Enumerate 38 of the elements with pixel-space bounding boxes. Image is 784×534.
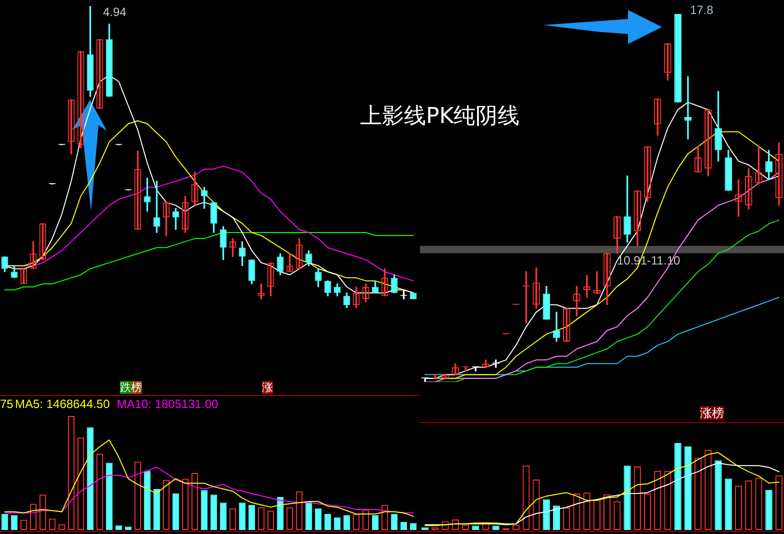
bar <box>144 470 151 530</box>
bar <box>724 478 732 530</box>
annotation: 4.94 <box>103 5 126 19</box>
bar <box>305 502 312 530</box>
bar <box>714 460 722 530</box>
bar <box>1 514 8 530</box>
text: 跌榜 <box>120 381 142 394</box>
bar <box>220 502 227 530</box>
bar <box>674 443 682 530</box>
bar <box>248 504 256 530</box>
text: 涨 <box>262 381 273 394</box>
text: MA10: 1805131.00 <box>116 397 218 411</box>
bar <box>153 488 160 530</box>
bar <box>172 494 180 530</box>
bar <box>276 496 284 530</box>
bar <box>106 462 113 530</box>
candlestick <box>552 312 560 342</box>
bar <box>765 490 772 530</box>
bar <box>86 427 94 530</box>
bar <box>343 515 350 530</box>
bar <box>314 508 322 530</box>
bar <box>624 466 631 530</box>
bar <box>238 502 246 530</box>
bar <box>542 500 550 530</box>
text: MA5: 1468644.50 <box>15 397 110 411</box>
text: 上影线PK纯阴线 <box>360 104 520 130</box>
bar <box>372 515 379 530</box>
bar <box>324 514 332 530</box>
text: 75 <box>0 397 14 411</box>
bar <box>210 494 218 530</box>
bar <box>552 506 560 530</box>
bar <box>200 490 208 530</box>
bar <box>390 514 398 530</box>
text: 涨榜 <box>700 406 724 420</box>
bar <box>684 446 692 530</box>
annotation: 17.8 <box>690 3 714 17</box>
bar <box>10 515 18 530</box>
bar <box>334 517 341 530</box>
